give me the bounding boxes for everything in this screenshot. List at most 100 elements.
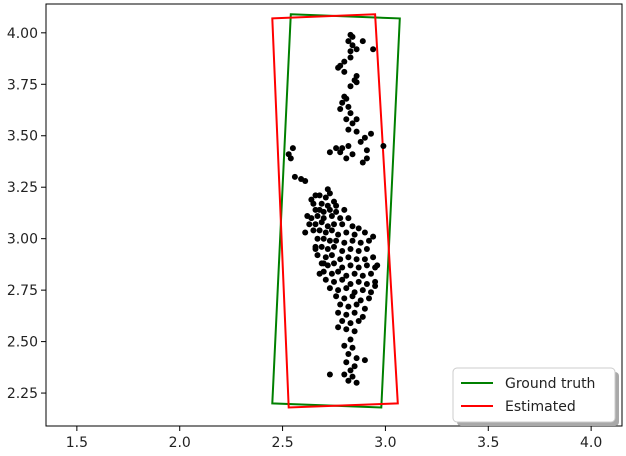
scatter-point [335,324,342,331]
scatter-point [366,295,372,302]
scatter-point [339,318,346,324]
x-tick-label: 3.5 [477,435,499,451]
scatter-point [316,192,323,199]
scatter-point [335,268,342,275]
series-estimated-polygon [271,13,399,409]
scatter-point [337,106,344,112]
scatter-point [314,213,321,219]
y-axis: 2.25 2.50 2.75 3.00 3.25 3.50 3.75 4.00 [7,26,46,402]
scatter-point [357,138,364,145]
scatter-point [343,359,350,366]
scatter-point [310,200,317,207]
scatter-point [320,208,327,215]
scatter-point [326,285,333,292]
x-axis: 1.5 2.0 2.5 3.0 3.5 4.0 [66,426,602,451]
y-tick-label: 3.00 [7,232,38,248]
scatter-point [349,120,356,127]
scatter-point [302,178,309,184]
scatter-point [339,248,346,254]
y-tick-label: 2.75 [7,283,38,299]
scatter-point [374,262,381,269]
scatter-point [328,227,335,234]
scatter-point [333,293,340,300]
scatter-point [328,213,335,219]
scatter-point [368,289,374,296]
scatter-point [331,260,337,267]
legend-label-estimated: Estimated [505,399,576,415]
scatter-point [341,58,348,65]
scatter-point [339,276,346,283]
scatter-point [355,248,362,254]
scatter-point [351,231,358,238]
y-tick-label: 2.50 [7,335,38,351]
scatter-point [326,149,333,156]
scatter-point [347,83,354,90]
scatter-point [312,221,319,228]
scatter-point [345,377,352,384]
scatter-point [357,297,364,304]
scatter-point [355,225,362,232]
scatter-point [341,342,348,349]
scatter-point [347,110,354,117]
scatter-point [353,256,360,263]
scatter-point [333,202,340,209]
scatter-point [328,252,335,259]
scatter-point [355,318,362,324]
scatter-point [289,145,296,152]
scatter-point [349,33,356,40]
y-tick-label: 3.25 [7,180,38,196]
scatter-point [316,270,323,277]
scatter-point [380,143,387,149]
scatter-point [349,151,356,158]
scatter-point [368,270,374,277]
scatter-point [335,64,342,71]
scatter-point [335,287,342,294]
scatter-point [343,229,350,236]
scatter-point [353,301,360,308]
scatter-point [345,215,352,222]
scatter-point [368,130,374,137]
scatter-point [331,243,337,250]
scatter-point [345,303,352,310]
scatter-point [349,237,356,244]
scatter-point [335,309,342,316]
scatter-point [363,281,370,287]
scatter-point [341,239,348,246]
scatter-point [343,326,350,333]
scatter-point [306,221,313,228]
scatter-point [363,147,370,154]
scatter-point [370,233,377,240]
scatter-point [339,99,346,106]
scatter-point [366,237,372,244]
scatter-point [347,367,354,374]
scatter-point [337,256,344,263]
scatter-point [359,313,366,320]
scatter-point [326,371,333,378]
scatter-point [351,328,358,335]
scatter-point [361,229,368,236]
y-tick-label: 4.00 [7,26,38,42]
scatter-point [312,246,319,252]
scatter-point [343,285,350,292]
scatter-point [316,227,323,234]
series-ground-truth-polygon [271,13,401,409]
scatter-point [347,336,354,343]
scatter-point [326,237,333,244]
scatter-point [353,379,360,386]
scatter-point [363,246,370,252]
scatter-point [345,351,352,357]
scatter-point [287,155,294,162]
y-tick-label: 2.25 [7,386,38,402]
scatter-point [302,229,309,236]
scatter-point [322,276,329,283]
scatter-point [347,320,354,327]
legend-box [452,367,616,423]
scatter-point [343,272,350,279]
scatter-point [355,278,362,285]
scatter-point [355,264,362,271]
scatter-point [345,254,352,261]
scatter-point [353,116,360,123]
scatter-point [328,270,335,277]
x-tick-label: 1.5 [66,435,88,451]
